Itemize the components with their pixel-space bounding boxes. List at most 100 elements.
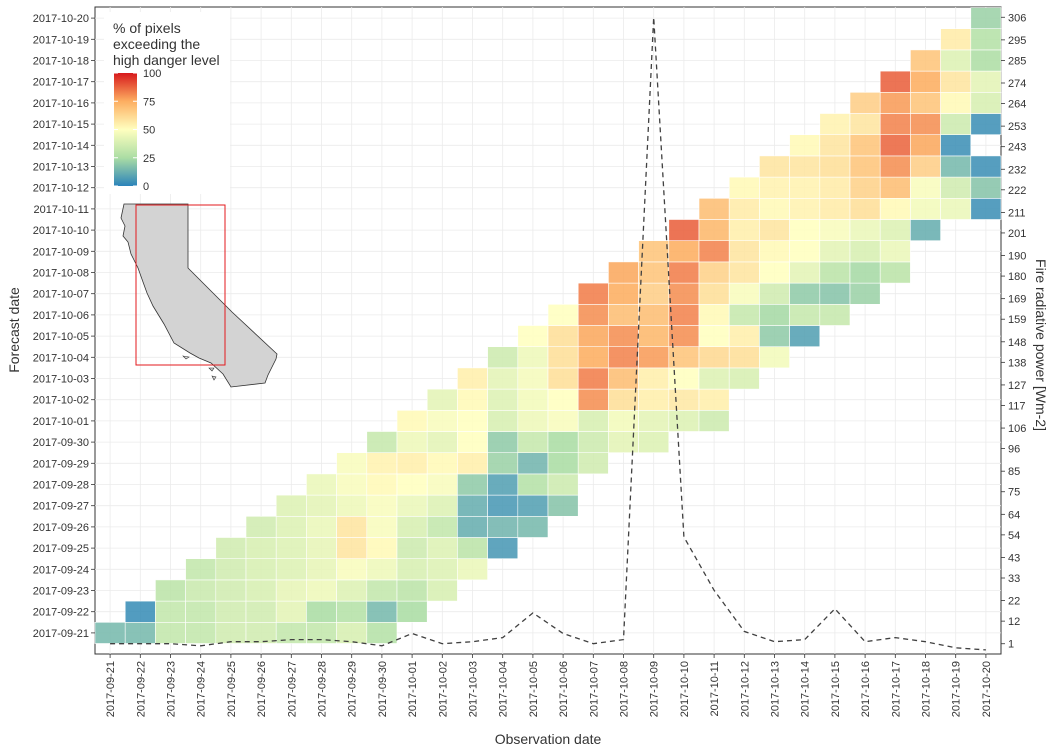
y2-tick-label: 1	[1008, 639, 1014, 651]
heatmap-cell	[336, 515, 368, 538]
y-tick-label: 2017-09-25	[33, 543, 89, 555]
heatmap-cell	[366, 473, 398, 496]
heatmap-cell	[306, 621, 337, 644]
y2-tick-label: 127	[1008, 380, 1026, 392]
heatmap-cell	[487, 388, 519, 411]
heatmap-cell	[759, 303, 790, 326]
heatmap-cell	[849, 282, 881, 305]
heatmap-cell	[819, 176, 851, 199]
heatmap-cell	[940, 198, 972, 220]
heatmap-cell	[910, 176, 941, 199]
heatmap-cell	[970, 113, 1002, 136]
heatmap-cell	[457, 388, 488, 411]
legend-ticks: 100 75 50 25 0	[114, 68, 161, 193]
heatmap-cell	[366, 621, 398, 644]
heatmap-cell	[336, 579, 368, 602]
heatmap-cell	[306, 494, 337, 517]
heatmap-cell	[487, 515, 519, 538]
heatmap-cell	[789, 219, 821, 242]
heatmap-cell	[879, 70, 911, 93]
heatmap-cell	[789, 303, 821, 326]
x-tick-label: 2017-10-05	[528, 661, 540, 717]
heatmap-cell	[457, 558, 488, 581]
y-tick-label: 2017-10-09	[33, 246, 89, 258]
heatmap-cell	[638, 261, 670, 284]
legend-tick-label: 25	[143, 153, 155, 165]
heatmap-cell	[245, 515, 277, 538]
y-tick-label: 2017-10-07	[33, 289, 89, 301]
heatmap-cell	[698, 219, 730, 242]
heatmap-cell	[185, 621, 217, 644]
y-tick-label: 2017-10-03	[33, 374, 89, 386]
heatmap-cell	[366, 431, 398, 454]
heatmap-cell	[759, 176, 790, 199]
heatmap-cell	[759, 155, 790, 178]
heatmap-cell	[940, 176, 972, 199]
heatmap-cell	[789, 240, 821, 263]
heatmap-cell	[426, 494, 458, 517]
y-tick-label: 2017-10-04	[33, 352, 89, 364]
y-tick-label: 2017-09-27	[33, 501, 89, 513]
heatmap-cell	[789, 176, 821, 199]
heatmap-cell	[457, 515, 488, 538]
heatmap-cell	[849, 176, 881, 199]
legend-tick-label: 75	[143, 96, 155, 108]
x-tick-label: 2017-09-30	[377, 661, 389, 717]
y2-tick-label: 159	[1008, 314, 1026, 326]
heatmap-cell	[336, 473, 368, 496]
x-axis-label: Observation date	[495, 731, 602, 747]
heatmap-cell	[940, 28, 972, 51]
y-tick-label: 2017-09-28	[33, 480, 89, 492]
heatmap-cell	[336, 452, 368, 475]
heatmap-cell	[487, 494, 519, 517]
heatmap-cell	[879, 198, 911, 220]
y-tick-label: 2017-09-24	[33, 564, 89, 576]
legend-title-line-2: exceeding the	[113, 36, 200, 52]
heatmap-cell	[668, 282, 700, 305]
heatmap-cell	[577, 409, 609, 432]
x-tick-label: 2017-09-25	[226, 661, 238, 717]
y-tick-label: 2017-09-29	[33, 458, 89, 470]
y2-tick-label: 222	[1008, 185, 1026, 197]
heatmap-cell	[940, 155, 972, 178]
heatmap-cell	[638, 367, 670, 390]
heatmap-cell	[849, 261, 881, 284]
heatmap-cell	[849, 155, 881, 178]
heatmap-cell	[396, 558, 428, 581]
x-tick-label: 2017-10-14	[800, 661, 812, 717]
heatmap-cell	[879, 134, 911, 157]
heatmap-cell	[819, 198, 851, 220]
heatmap-cell	[668, 388, 700, 411]
heatmap-cell	[94, 621, 126, 644]
heatmap-cell	[215, 537, 247, 560]
legend: % of pixels exceeding the high danger le…	[104, 12, 230, 194]
heatmap-cell	[638, 409, 670, 432]
heatmap-cell	[879, 219, 911, 242]
heatmap-cell	[517, 388, 549, 411]
y2-tick-label: 43	[1008, 552, 1020, 564]
heatmap-cell	[608, 388, 639, 411]
y2-tick-label: 106	[1008, 423, 1026, 435]
heatmap-cell	[457, 494, 488, 517]
heatmap-cell	[426, 409, 458, 432]
x-tick-label: 2017-10-09	[649, 661, 661, 717]
heatmap-cell	[155, 579, 186, 602]
heatmap-cell	[819, 261, 851, 284]
heatmap-cell	[879, 92, 911, 114]
heatmap-cell	[426, 431, 458, 454]
heatmap-cell	[577, 325, 609, 348]
y2-tick-label: 274	[1008, 78, 1026, 90]
heatmap-cell	[306, 537, 337, 560]
island	[208, 367, 215, 372]
heatmap-cell	[396, 579, 428, 602]
y2-axis-label: Fire radiative power [Wm-2]	[1033, 259, 1049, 431]
heatmap-cell	[426, 452, 458, 475]
x-tick-label: 2017-09-28	[317, 661, 329, 717]
y2-tick-label: 54	[1008, 530, 1020, 542]
heatmap-cell	[426, 579, 458, 602]
heatmap-cell	[275, 494, 307, 517]
y-tick-label: 2017-10-02	[33, 395, 89, 407]
heatmap-cell	[728, 261, 760, 284]
heatmap-cell	[668, 367, 700, 390]
heatmap-cell	[396, 452, 428, 475]
